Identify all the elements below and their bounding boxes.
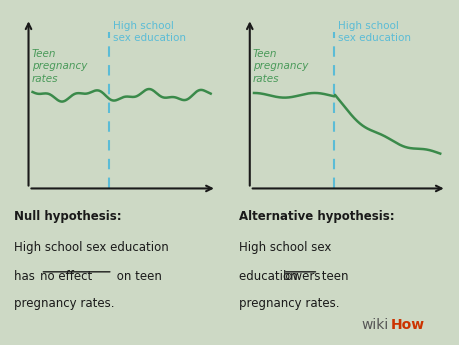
Text: High school
sex education: High school sex education (112, 21, 185, 43)
Text: lowers: lowers (282, 270, 321, 283)
Text: teen: teen (318, 270, 348, 283)
Text: How: How (390, 318, 424, 332)
Text: no effect: no effect (40, 270, 93, 283)
Text: Teen
pregnancy
rates: Teen pregnancy rates (32, 49, 87, 83)
Text: education: education (239, 270, 301, 283)
Text: pregnancy rates.: pregnancy rates. (239, 297, 339, 310)
Text: pregnancy rates.: pregnancy rates. (14, 297, 114, 310)
Text: Teen
pregnancy
rates: Teen pregnancy rates (252, 49, 308, 83)
Text: has: has (14, 270, 39, 283)
Text: Null hypothesis:: Null hypothesis: (14, 210, 121, 223)
Text: wiki: wiki (360, 318, 387, 332)
Text: High school sex: High school sex (239, 241, 331, 254)
Text: on teen: on teen (112, 270, 161, 283)
Text: Alternative hypothesis:: Alternative hypothesis: (239, 210, 394, 223)
Text: High school
sex education: High school sex education (337, 21, 410, 43)
Text: High school sex education: High school sex education (14, 241, 168, 254)
